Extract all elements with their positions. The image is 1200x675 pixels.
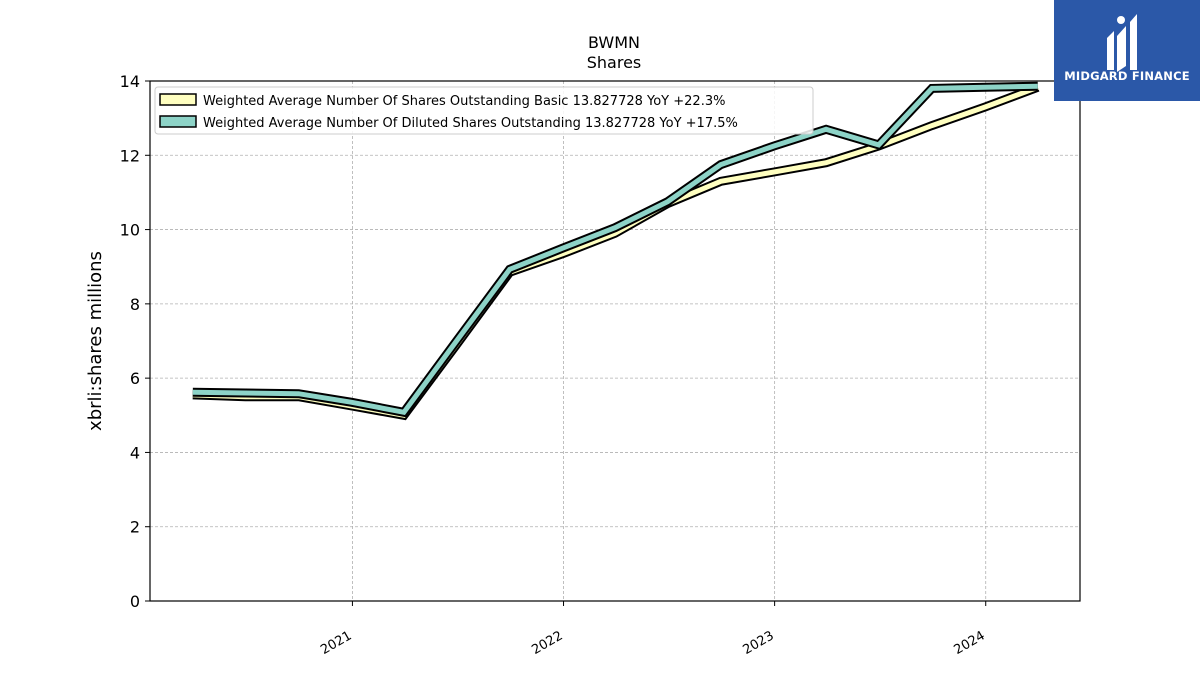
y-tick-label: 12 xyxy=(120,146,140,165)
y-tick-label: 0 xyxy=(130,592,140,611)
legend-swatch xyxy=(159,93,197,106)
chart-subtitle: Shares xyxy=(587,53,642,72)
x-tick-label: 2022 xyxy=(529,628,565,658)
legend-label: Weighted Average Number Of Shares Outsta… xyxy=(203,94,725,109)
grid xyxy=(150,80,1080,602)
logo-mark-icon xyxy=(1107,14,1137,72)
logo-background xyxy=(1054,0,1200,101)
y-tick-label: 2 xyxy=(130,518,140,537)
legend: Weighted Average Number Of Shares Outsta… xyxy=(154,86,814,135)
y-tick-label: 6 xyxy=(130,369,140,388)
y-tick-label: 14 xyxy=(120,72,140,91)
x-tick-label: 2024 xyxy=(952,628,988,658)
legend-label: Weighted Average Number Of Diluted Share… xyxy=(203,116,738,131)
series-line xyxy=(192,83,1038,416)
midgard-finance-logo: MIDGARD FINANCE xyxy=(1054,0,1200,101)
legend-box xyxy=(154,86,814,135)
y-tick-label: 8 xyxy=(130,295,140,314)
x-tick-label: 2023 xyxy=(740,628,776,658)
y-tick-label: 10 xyxy=(120,221,140,240)
legend-swatch xyxy=(159,115,197,128)
logo-wordmark: MIDGARD FINANCE xyxy=(1064,69,1190,83)
series-layer xyxy=(192,81,1040,421)
x-tick-label: 2021 xyxy=(318,628,354,658)
chart-title: BWMN xyxy=(588,33,640,52)
y-axis-label: xbrli:shares millions xyxy=(85,251,106,431)
plot-frame xyxy=(149,80,1081,602)
y-tick-label: 4 xyxy=(130,443,140,462)
series-outline xyxy=(192,83,1040,421)
axes: 0 2 4 6 8 10 12 14 2021 2022 2023 2024 xyxy=(120,72,988,658)
